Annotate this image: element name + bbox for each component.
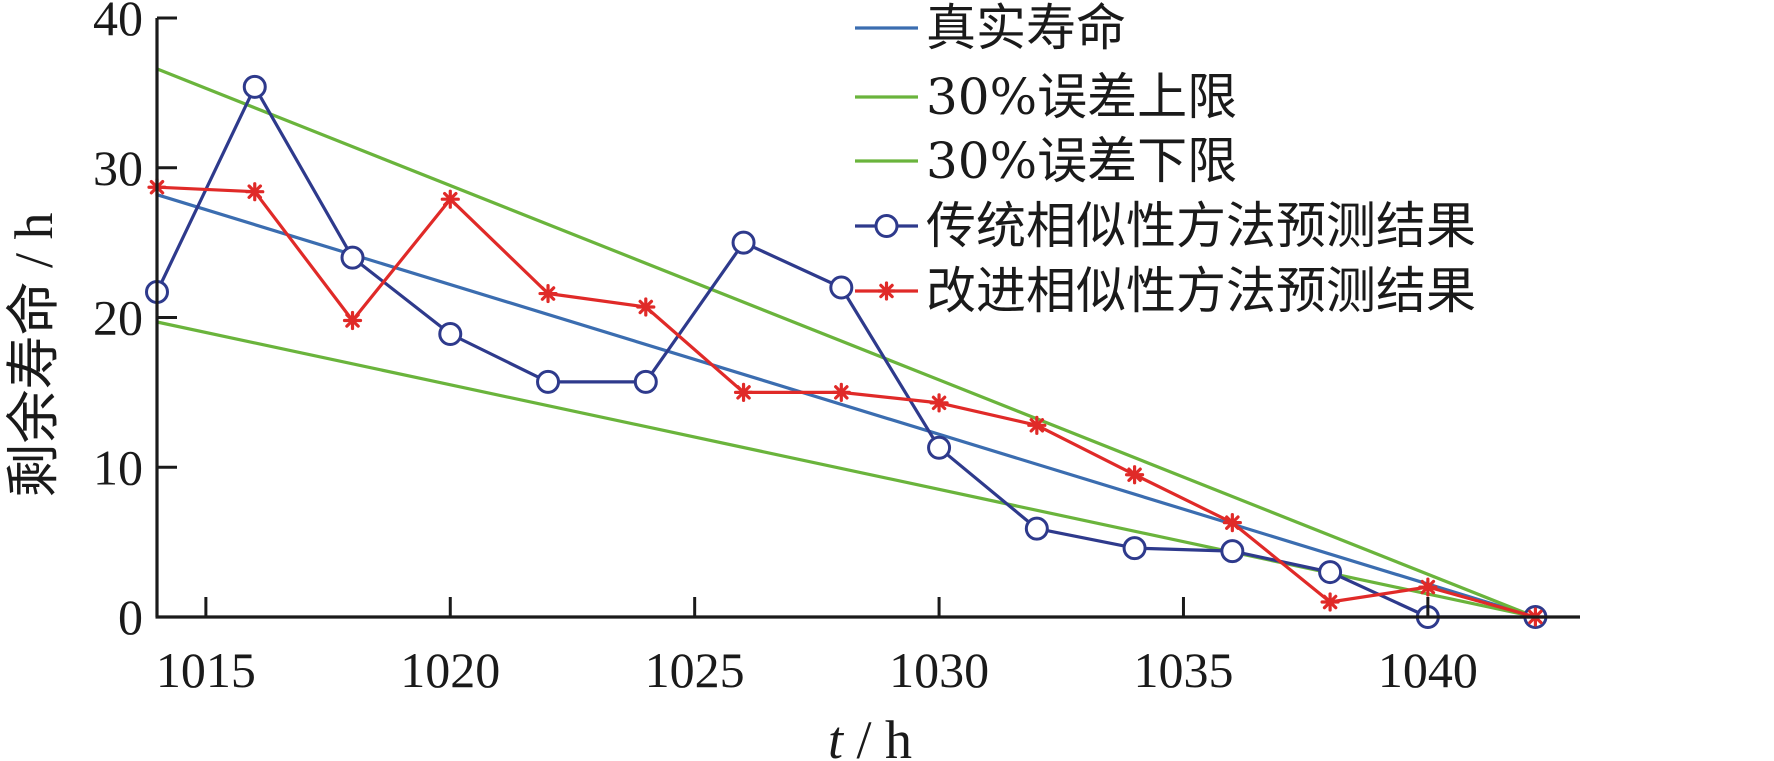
legend-item: 30%误差下限 [855, 132, 1237, 190]
series-line [156, 67, 1536, 619]
data-point-circle [340, 245, 365, 270]
series-line [156, 193, 1536, 619]
legend-label: 传统相似性方法预测结果 [926, 197, 1476, 255]
data-point-star [342, 310, 363, 331]
data-point-star [636, 297, 656, 317]
y-tick-label: 0 [118, 589, 143, 645]
legend-item: 真实寿命 [855, 0, 1126, 57]
data-point-star [245, 182, 265, 202]
x-axis-variable: t [828, 710, 845, 761]
series-3 [145, 74, 1548, 629]
data-point-circle [438, 321, 463, 346]
data-point-circle [242, 74, 267, 99]
series-1 [156, 67, 1536, 619]
data-point-star [440, 189, 460, 209]
legend-label: 30%误差下限 [926, 132, 1237, 190]
legend-marker-circle [874, 214, 899, 238]
data-point-circle [731, 230, 756, 255]
data-point-star [831, 382, 851, 402]
x-axis-unit: / h [843, 710, 912, 761]
y-axis-title: 剩余寿命 / h [4, 212, 64, 497]
x-tick-label: 1035 [1133, 642, 1233, 698]
data-point-circle [927, 435, 952, 460]
x-tick-label: 1025 [645, 642, 745, 698]
data-point-star [929, 393, 949, 413]
y-tick-label: 20 [93, 290, 143, 346]
data-point-star [1124, 465, 1145, 485]
x-tick-label: 1020 [400, 642, 500, 698]
legend-item: 传统相似性方法预测结果 [855, 197, 1476, 255]
data-point-star [1418, 577, 1438, 597]
legend-item: 改进相似性方法预测结果 [855, 262, 1476, 320]
legend-label: 改进相似性方法预测结果 [926, 262, 1476, 320]
data-point-circle [1122, 536, 1147, 561]
data-point-circle [829, 275, 854, 300]
x-tick-label: 1030 [889, 642, 989, 698]
y-tick-label: 40 [93, 0, 143, 46]
plot-series-layer [145, 67, 1548, 629]
series-line [155, 85, 1536, 619]
legend-label: 真实寿命 [926, 0, 1126, 57]
data-point-star [538, 283, 558, 304]
series-0 [156, 193, 1536, 619]
legend-label: 30%误差上限 [926, 68, 1237, 126]
data-point-circle [1318, 560, 1343, 585]
data-point-circle [536, 369, 561, 394]
data-point-circle [1024, 516, 1049, 541]
ticks [157, 16, 1430, 619]
data-point-circle [633, 369, 658, 394]
x-tick-label: 1040 [1378, 642, 1478, 698]
y-tick-label: 10 [93, 439, 143, 495]
x-tick-label: 1015 [156, 642, 256, 698]
data-point-star [1222, 513, 1242, 533]
data-point-circle [1220, 539, 1245, 564]
data-point-star [1320, 592, 1340, 612]
legend-item: 30%误差上限 [855, 68, 1237, 126]
x-axis-title: t / h [828, 710, 912, 761]
legend-marker-star [876, 281, 897, 301]
data-point-star [733, 382, 754, 402]
data-point-star [1027, 415, 1047, 435]
y-tick-label: 30 [93, 140, 143, 196]
